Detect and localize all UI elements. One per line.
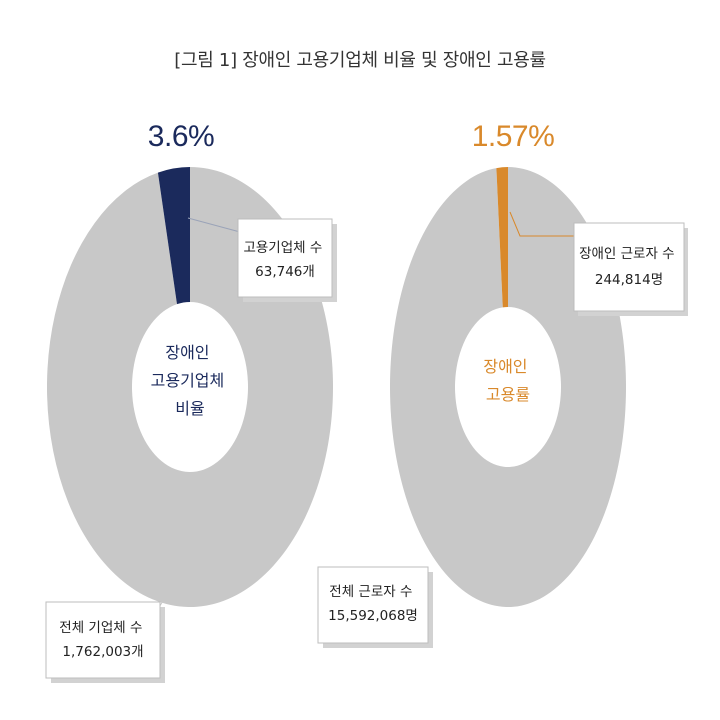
callout-line: 244,814명 bbox=[595, 272, 663, 288]
callout-total-workers: 전체 근로자 수 15,592,068명 bbox=[328, 584, 418, 624]
center-label-left-line: 비율 bbox=[175, 399, 204, 418]
figure-title: [그림 1] 장애인 고용기업체 비율 및 장애인 고용률 bbox=[174, 50, 546, 71]
percent-label-left: 3.6% bbox=[148, 120, 214, 153]
callout-line: 전체 기업체 수 bbox=[59, 620, 142, 636]
callout-line: 1,762,003개 bbox=[62, 644, 143, 660]
center-label-right-line: 장애인 bbox=[483, 357, 527, 376]
leader-line bbox=[509, 211, 574, 237]
slice-total-workers bbox=[390, 167, 627, 607]
callout-line: 고용기업체 수 bbox=[243, 240, 322, 256]
slice-disabled-workers bbox=[496, 167, 508, 308]
slice-employing-companies bbox=[157, 167, 190, 305]
callout-total-companies: 전체 기업체 수 1,762,003개 bbox=[59, 620, 146, 660]
percent-label-right: 1.57% bbox=[472, 120, 555, 153]
leader-line bbox=[187, 217, 241, 233]
center-label-left: 장애인 고용기업체 비율 bbox=[151, 343, 230, 418]
center-label-left-line: 장애인 bbox=[165, 343, 209, 362]
callout-line: 15,592,068명 bbox=[328, 608, 418, 624]
callout-employing-companies: 고용기업체 수 63,746개 bbox=[243, 240, 326, 280]
callout-box bbox=[573, 222, 685, 312]
callout-line: 장애인 근로자 수 bbox=[579, 246, 675, 262]
center-label-right-line: 고용률 bbox=[486, 385, 530, 404]
callout-line: 전체 근로자 수 bbox=[329, 584, 412, 600]
center-label-right: 장애인 고용률 bbox=[483, 357, 532, 404]
callout-box bbox=[317, 566, 429, 644]
callout-line: 63,746개 bbox=[255, 264, 315, 280]
donut-chart-right: 1.57% 장애인 고용률 장애인 근로자 수 244,814명 전체 근로자 … bbox=[317, 120, 688, 648]
donut-chart-left: 3.6% 장애인 고용기업체 비율 고용기업체 수 63,746개 전체 기업체… bbox=[45, 120, 337, 683]
center-label-left-line: 고용기업체 bbox=[151, 371, 225, 390]
callout-box bbox=[45, 601, 161, 679]
callout-box bbox=[237, 218, 333, 298]
callout-disabled-workers: 장애인 근로자 수 244,814명 bbox=[579, 246, 679, 288]
